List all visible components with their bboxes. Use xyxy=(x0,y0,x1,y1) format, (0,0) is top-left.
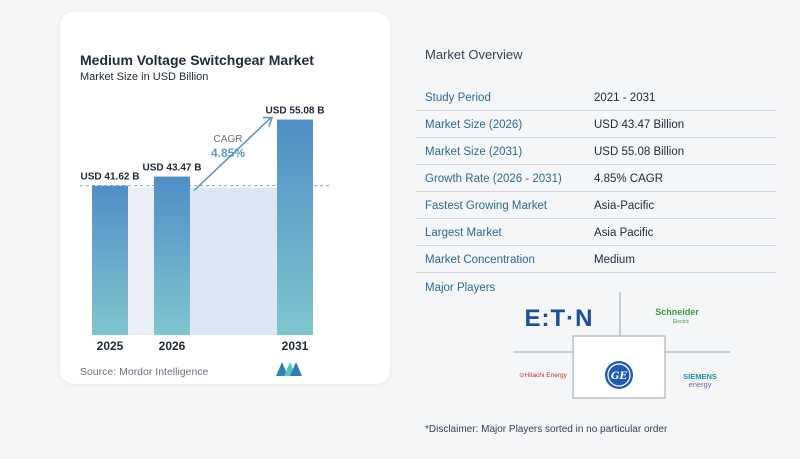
siemens-logo-line2: energy xyxy=(689,380,712,389)
chart-title: Medium Voltage Switchgear Market xyxy=(80,52,314,68)
cagr-value: 4.85% xyxy=(211,146,245,160)
row-label: Market Concentration xyxy=(425,254,535,266)
row-label: Growth Rate (2026 - 2031) xyxy=(425,173,562,185)
overview-row-fastest-growing: Fastest Growing Market Asia-Pacific xyxy=(416,193,776,219)
row-value: Medium xyxy=(594,254,635,266)
major-players-title: Major Players xyxy=(425,282,496,294)
players-grid: E:T·N Schneider Electric ⊙Hitachi Energy… xyxy=(513,292,730,399)
hitachi-logo: ⊙Hitachi Energy xyxy=(519,372,567,379)
x-tick-2025: 2025 xyxy=(97,339,124,353)
bar-2026 xyxy=(154,176,190,335)
ge-logo-text: GE xyxy=(611,371,628,382)
overview-row-growth-rate: Growth Rate (2026 - 2031) 4.85% CAGR xyxy=(416,166,776,192)
row-label: Fastest Growing Market xyxy=(425,200,548,212)
ge-logo-icon xyxy=(605,361,633,389)
eaton-logo: E:T·N xyxy=(525,305,594,332)
bar-2025 xyxy=(92,185,128,335)
cagr-arrowhead xyxy=(263,116,274,127)
row-label: Largest Market xyxy=(425,227,502,239)
siemens-logo-line1: SIEMENS xyxy=(683,372,717,381)
row-label: Market Size (2031) xyxy=(425,146,523,158)
growth-band xyxy=(190,187,277,335)
overview-row-largest-market: Largest Market Asia Pacific xyxy=(416,220,776,246)
cagr-arrow xyxy=(193,116,272,192)
row-value: 4.85% CAGR xyxy=(594,173,664,185)
row-value: 2021 - 2031 xyxy=(594,92,656,104)
overview-row-market-size-2031: Market Size (2031) USD 55.08 Billion xyxy=(416,139,776,165)
overview-row-market-size-2026: Market Size (2026) USD 43.47 Billion xyxy=(416,112,776,138)
bar-chart: USD 41.62 B 2025 USD 43.47 B 2026 USD 55.08 … xyxy=(80,106,330,353)
schneider-logo-line1: Schneider xyxy=(655,307,699,317)
chart-subtitle: Market Size in USD Billion xyxy=(80,71,209,83)
overview-row-concentration: Market Concentration Medium xyxy=(416,247,776,273)
row-value: Asia-Pacific xyxy=(594,200,655,212)
mordor-logo-icon xyxy=(276,362,302,376)
cagr-label: CAGR xyxy=(214,134,243,145)
x-tick-2031: 2031 xyxy=(282,339,309,353)
x-tick-2026: 2026 xyxy=(159,339,186,353)
row-label: Market Size (2026) xyxy=(425,119,523,131)
row-value: Asia Pacific xyxy=(594,227,654,239)
overview-title: Market Overview xyxy=(425,47,523,62)
schneider-logo-line2: Electric xyxy=(673,319,690,325)
data-label-2031: USD 55.08 B xyxy=(266,106,325,117)
disclaimer: *Disclaimer: Major Players sorted in no … xyxy=(425,424,668,435)
growth-band-left xyxy=(128,187,154,335)
row-label: Study Period xyxy=(425,92,491,104)
source-label: Source: Mordor Intelligence xyxy=(80,366,209,378)
row-value: USD 43.47 Billion xyxy=(594,119,685,131)
row-value: USD 55.08 Billion xyxy=(594,146,685,158)
overview-row-study-period: Study Period 2021 - 2031 xyxy=(416,85,776,111)
bar-2031 xyxy=(277,119,313,336)
data-label-2025: USD 41.62 B xyxy=(81,172,140,183)
data-label-2026: USD 43.47 B xyxy=(143,163,202,174)
